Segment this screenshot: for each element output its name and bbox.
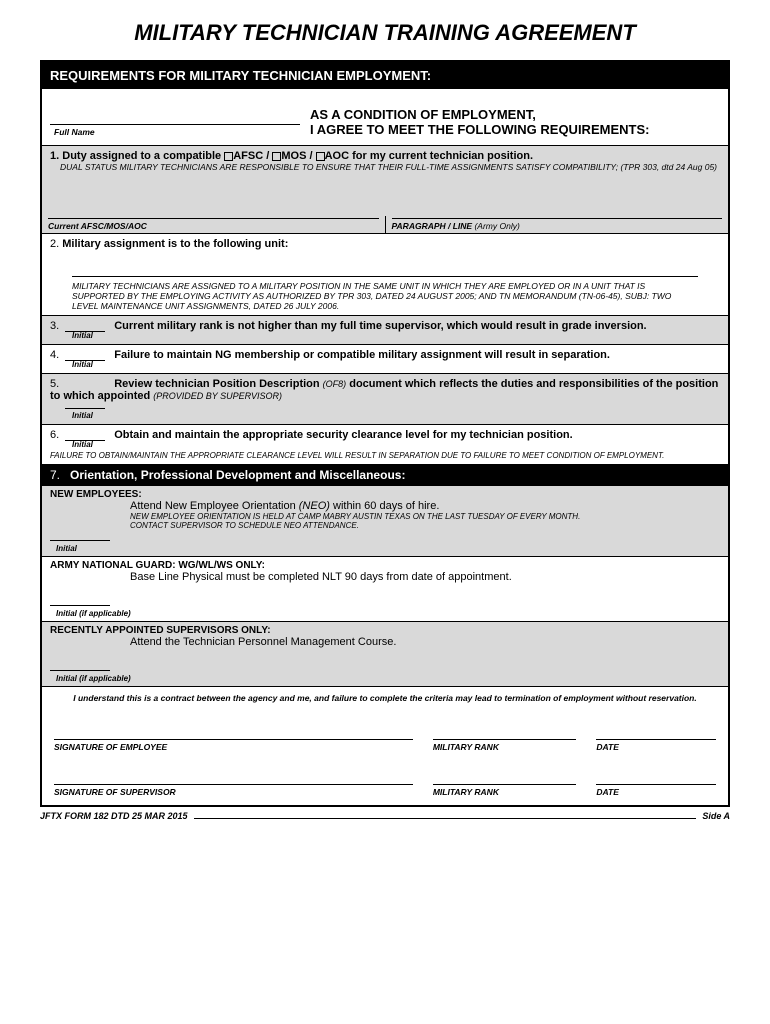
sub-new-employees: NEW EMPLOYEES: Attend New Employee Orien… — [42, 486, 728, 556]
sub1-body-pre: Attend New Employee Orientation — [130, 500, 299, 512]
sub3-hdr: RECENTLY APPOINTED SUPERVISORS ONLY: — [50, 625, 720, 636]
item2-num: 2. — [50, 238, 59, 250]
condition-line1: AS A CONDITION OF EMPLOYMENT, — [310, 107, 720, 122]
item3-text: Current military rank is not higher than… — [114, 320, 646, 332]
employee-rank-label: MILITARY RANK — [433, 742, 577, 752]
item4-num: 4. — [50, 349, 62, 361]
condition-line2: I AGREE TO MEET THE FOLLOWING REQUIREMEN… — [310, 122, 720, 137]
item2-text: Military assignment is to the following … — [62, 238, 288, 250]
signature-row-employee: SIGNATURE OF EMPLOYEE MILITARY RANK DATE — [42, 709, 728, 754]
item1-right-label-paren: (Army Only) — [474, 221, 519, 231]
mos-checkbox[interactable] — [272, 152, 281, 161]
item3-num: 3. — [50, 320, 62, 332]
sub3-initial-input[interactable] — [50, 670, 110, 671]
item6-initial-label: Initial — [50, 440, 720, 449]
item1-opt1: AFSC / — [233, 150, 272, 162]
supervisor-date-label: DATE — [596, 787, 716, 797]
sub-army-guard: ARMY NATIONAL GUARD: WG/WL/WS ONLY: Base… — [42, 556, 728, 621]
sub1-hdr: NEW EMPLOYEES: — [50, 489, 720, 500]
supervisor-signature-input[interactable] — [54, 784, 413, 785]
item7-text: Orientation, Professional Development an… — [70, 468, 405, 482]
item4-text: Failure to maintain NG membership or com… — [114, 349, 610, 361]
sub1-body-em: (NEO) — [299, 500, 330, 512]
item3-initial-label: Initial — [50, 331, 720, 340]
item5-initial-input[interactable] — [65, 408, 105, 409]
item5-text1: Review technician Position Description — [114, 378, 322, 390]
item6-note: FAILURE TO OBTAIN/MAINTAIN THE APPROPRIA… — [50, 449, 720, 460]
contract-text: I understand this is a contract between … — [42, 687, 728, 709]
employee-date-label: DATE — [596, 742, 716, 752]
item-2: 2. Military assignment is to the followi… — [42, 233, 728, 315]
item-5: 5. Review technician Position Descriptio… — [42, 373, 728, 424]
aoc-checkbox[interactable] — [316, 152, 325, 161]
sub2-initial-input[interactable] — [50, 605, 110, 606]
item-7-header: 7. Orientation, Professional Development… — [42, 464, 728, 486]
sub1-body-post: within 60 days of hire. — [330, 500, 439, 512]
item1-opt3: AOC for my current technician position. — [325, 150, 533, 162]
item6-num: 6. — [50, 429, 62, 441]
sub2-hdr: ARMY NATIONAL GUARD: WG/WL/WS ONLY: — [50, 560, 720, 571]
item5-num: 5. — [50, 378, 62, 390]
supervisor-rank-label: MILITARY RANK — [433, 787, 577, 797]
item1-pre: Duty assigned to a compatible — [62, 150, 224, 162]
item-4: 4. Failure to maintain NG membership or … — [42, 344, 728, 373]
sub-supervisors: RECENTLY APPOINTED SUPERVISORS ONLY: Att… — [42, 621, 728, 686]
employee-signature-label: SIGNATURE OF EMPLOYEE — [54, 742, 413, 752]
sub1-initial-input[interactable] — [50, 540, 110, 541]
employee-signature-input[interactable] — [54, 739, 413, 740]
item-6: 6. Obtain and maintain the appropriate s… — [42, 424, 728, 464]
item5-paren2: (PROVIDED BY SUPERVISOR) — [153, 391, 282, 401]
item6-text: Obtain and maintain the appropriate secu… — [114, 429, 572, 441]
supervisor-rank-input[interactable] — [433, 784, 577, 785]
sub2-body: Base Line Physical must be completed NLT… — [50, 571, 720, 583]
supervisor-date-input[interactable] — [596, 784, 716, 785]
item5-paren1: (OF8) — [323, 379, 347, 389]
item2-note: MILITARY TECHNICIANS ARE ASSIGNED TO A M… — [42, 277, 728, 315]
sub1-initial-label: Initial — [50, 544, 720, 553]
page-footer: JFTX FORM 182 DTD 25 MAR 2015 Side A — [40, 811, 730, 821]
sub2-initial-label: Initial (if applicable) — [50, 609, 720, 618]
item1-left-label: Current AFSC/MOS/AOC — [48, 221, 379, 231]
sub3-body: Attend the Technician Personnel Manageme… — [50, 636, 720, 648]
item7-num: 7. — [50, 468, 60, 482]
sub3-initial-label: Initial (if applicable) — [50, 674, 720, 683]
item-3: 3. Current military rank is not higher t… — [42, 315, 728, 344]
item5-initial-label: Initial — [50, 411, 720, 420]
item1-opt2: MOS / — [281, 150, 315, 162]
full-name-label: Full Name — [50, 127, 300, 137]
item4-initial-label: Initial — [50, 360, 720, 369]
item1-right-label-pre: PARAGRAPH / LINE — [392, 221, 475, 231]
form-container: REQUIREMENTS FOR MILITARY TECHNICIAN EMP… — [40, 60, 730, 807]
employee-rank-input[interactable] — [433, 739, 577, 740]
item1-num: 1. — [50, 150, 59, 162]
requirements-header: REQUIREMENTS FOR MILITARY TECHNICIAN EMP… — [42, 62, 728, 89]
footer-right: Side A — [702, 811, 730, 821]
contract-section: I understand this is a contract between … — [42, 686, 728, 805]
footer-left: JFTX FORM 182 DTD 25 MAR 2015 — [40, 811, 188, 821]
item-1: 1. Duty assigned to a compatible AFSC / … — [42, 145, 728, 233]
sub1-note1: NEW EMPLOYEE ORIENTATION IS HELD AT CAMP… — [50, 512, 720, 521]
signature-row-supervisor: SIGNATURE OF SUPERVISOR MILITARY RANK DA… — [42, 754, 728, 805]
form-title: MILITARY TECHNICIAN TRAINING AGREEMENT — [40, 20, 730, 46]
item1-note: DUAL STATUS MILITARY TECHNICIANS ARE RES… — [50, 162, 720, 172]
supervisor-signature-label: SIGNATURE OF SUPERVISOR — [54, 787, 413, 797]
full-name-input[interactable] — [50, 97, 300, 125]
sub1-note2: CONTACT SUPERVISOR TO SCHEDULE NEO ATTEN… — [50, 521, 720, 530]
name-condition-row: Full Name AS A CONDITION OF EMPLOYMENT, … — [42, 89, 728, 145]
employee-date-input[interactable] — [596, 739, 716, 740]
afsc-checkbox[interactable] — [224, 152, 233, 161]
